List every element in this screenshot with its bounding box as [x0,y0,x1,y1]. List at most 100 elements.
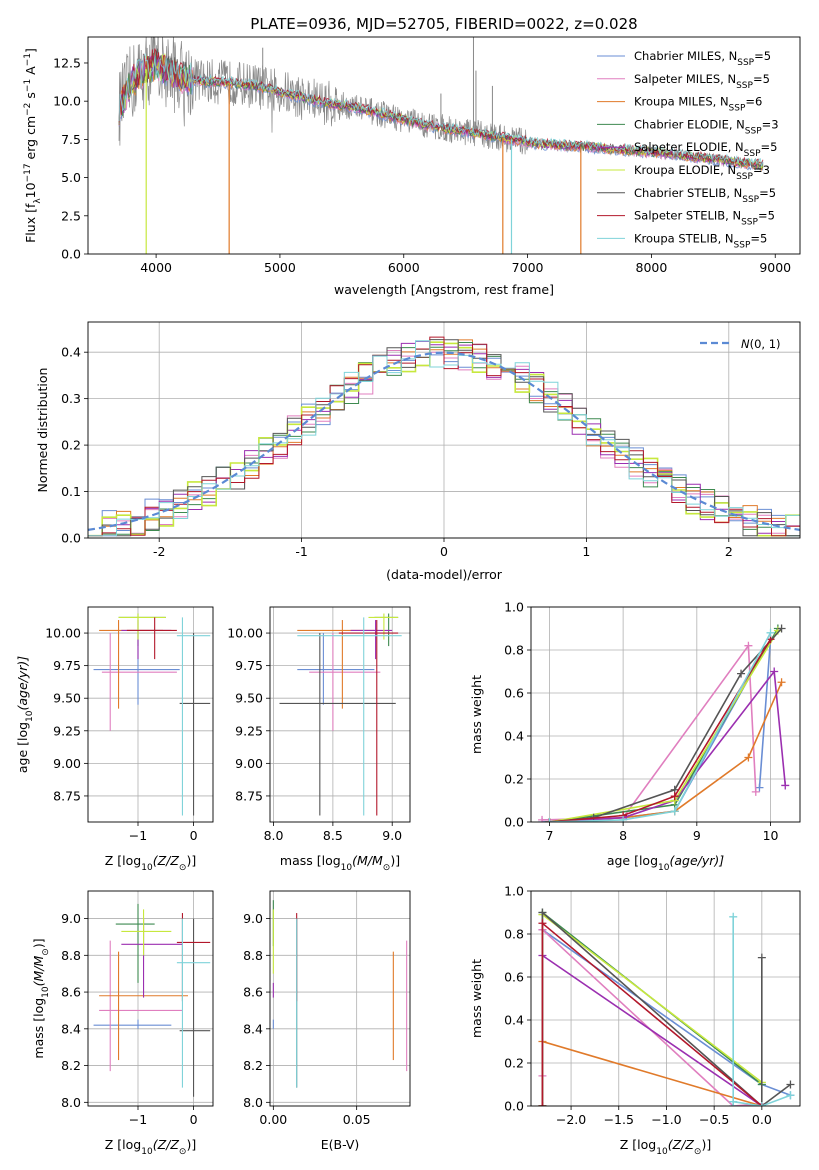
x-axis-label: (data-model)/error [386,567,503,582]
weight-point-marker [670,792,679,801]
axes-frame [87,890,214,1107]
y-tick-label: 8.2 [243,1058,263,1073]
y-tick-label: 9.0 [61,911,81,926]
y-axis-label: Flux [fλ10−17 erg cm−2 s−1 A−1] [23,48,43,243]
legend-entry-part: N [741,337,750,351]
x-tick-label: 4000 [140,260,172,275]
y-tick-label: 8.8 [61,948,81,963]
y-tick-label: 0.4 [504,729,524,744]
x-axis-label-part: ⊙ [383,863,391,873]
y-tick-label: 0.3 [61,391,81,406]
y-tick-label: 0.0 [504,1099,524,1114]
x-axis-label-part: (Z/Z [153,1137,180,1152]
x-tick-label: 1 [582,544,590,559]
axes-frame [530,890,801,1107]
legend-entry-part: Kroupa ELODIE, N [634,163,736,177]
legend-entry: Kroupa ELODIE, NSSP=3 [634,163,770,182]
x-axis-label: age [log10(age/yr)] [607,853,724,873]
weight-point-marker [744,753,753,762]
x-axis-label-part: (age/yr)] [669,853,724,868]
y-tick-label: 9.50 [235,691,263,706]
weight-point-marker [744,641,753,650]
weight-series-line [549,638,772,822]
y-tick-label: 5.0 [61,170,81,185]
y-axis-label-part: (age/yr)] [15,656,30,711]
y-tick-label: 9.0 [243,911,263,926]
x-tick-label: 9 [693,828,701,843]
legend-entry-part: SSP [736,172,753,182]
axes-age-vs-mass: 8.0 8.5 9.0 8.75 9.00 9.25 9.50 9.75 10.00 [227,606,411,843]
y-axis-label-part: 10 [23,182,38,198]
x-tick-label: 7 [545,828,553,843]
legend-entry-part: =5 [753,72,770,86]
x-axis-label-part: Z [log [105,1137,141,1152]
y-tick-label: 0.4 [504,1013,524,1028]
x-tick-label: 5000 [264,260,296,275]
x-tick-label: 8 [619,828,627,843]
x-tick-label: −1 [129,1112,147,1127]
y-axis-label-part: −1 [23,79,33,92]
y-tick-label: 8.4 [61,1021,81,1036]
y-tick-label: 0.0 [61,247,81,262]
y-tick-label: 9.25 [53,723,81,738]
y-tick-label: 0.6 [504,686,524,701]
y-axis-label: mass weight [469,675,484,754]
weight-series-line [541,1040,763,1106]
x-axis-label: E(B-V) [321,1137,360,1152]
legend-entry-part: =5 [750,231,767,245]
axes-frame [87,606,214,823]
weight-point-marker [766,628,775,637]
x-tick-label: 0 [190,828,198,843]
axes-spectrum: 4000 5000 6000 7000 8000 9000 0.0 2.5 5.0 7.5 10.0… [53,36,801,275]
weight-point-marker [770,667,779,676]
weight-series-line [541,921,763,1106]
y-axis-label-part: −17 [23,163,33,182]
weight-point-marker [781,781,790,790]
axes-mass-vs-EBV: 0.00 0.05 8.0 8.2 8.4 8.6 8.8 9.0 [243,890,411,1127]
y-axis-label-part: A [23,66,38,79]
plot-area-mass-vs-EBV [272,900,408,1088]
legend-entry-part: =3 [762,117,779,131]
legend-entry-part: =5 [758,209,775,223]
legend-entry-part: =5 [761,140,778,154]
weight-point-marker [786,1091,795,1100]
legend-entry: Kroupa MILES, NSSP=6 [634,95,762,114]
y-axis-label-part: ⊙ [41,948,51,956]
x-axis-label-part: (M/M [352,853,383,868]
y-tick-label: 0.8 [504,643,524,658]
y-tick-label: 0.8 [504,927,524,942]
weight-point-marker [538,815,547,822]
axes-residuals: -2 -1 0 1 2 0.0 0.1 0.2 0.3 0.4 [61,321,801,559]
weight-point-marker [538,908,547,917]
y-tick-label: 8.4 [243,1021,263,1036]
y-tick-label: 10.00 [227,626,263,641]
x-axis-label-part: Z [log [105,853,141,868]
x-tick-label: 6000 [388,260,420,275]
y-tick-label: 2.5 [61,208,81,223]
weight-point-marker [670,807,679,816]
y-tick-label: 0.2 [61,438,81,453]
y-tick-label: 1.0 [504,884,524,899]
x-tick-label: −1.0 [651,1112,681,1127]
x-axis-label-part: )] [701,1137,711,1152]
legend-entry: Salpeter MILES, NSSP=5 [634,72,770,91]
y-tick-label: 9.75 [53,658,81,673]
y-axis-label-part: mass [log [31,998,46,1059]
y-axis-label-part: 10 [41,986,51,998]
y-tick-label: 8.8 [243,948,263,963]
axes-mass-vs-Z: −1 0 8.0 8.2 8.4 8.6 8.8 9.0 [61,890,214,1127]
x-axis-label-part: (Z/Z [153,853,180,868]
y-tick-label: 0.1 [61,484,81,499]
x-axis-label-part: mass [log [280,853,341,868]
y-tick-label: 1.0 [504,600,524,615]
x-axis-label: wavelength [Angstrom, rest frame] [334,282,554,297]
x-tick-label: −2.0 [556,1112,586,1127]
x-tick-label: -2 [153,544,165,559]
y-tick-label: 0.4 [61,345,81,360]
y-tick-label: 0.2 [504,1056,524,1071]
y-tick-label: 7.5 [61,132,81,147]
legend-entry-part: =3 [753,163,770,177]
axes-frame [530,606,801,823]
x-axis-label-part: ⊙ [694,1147,702,1157]
legend-entry-part: SSP [729,104,746,114]
